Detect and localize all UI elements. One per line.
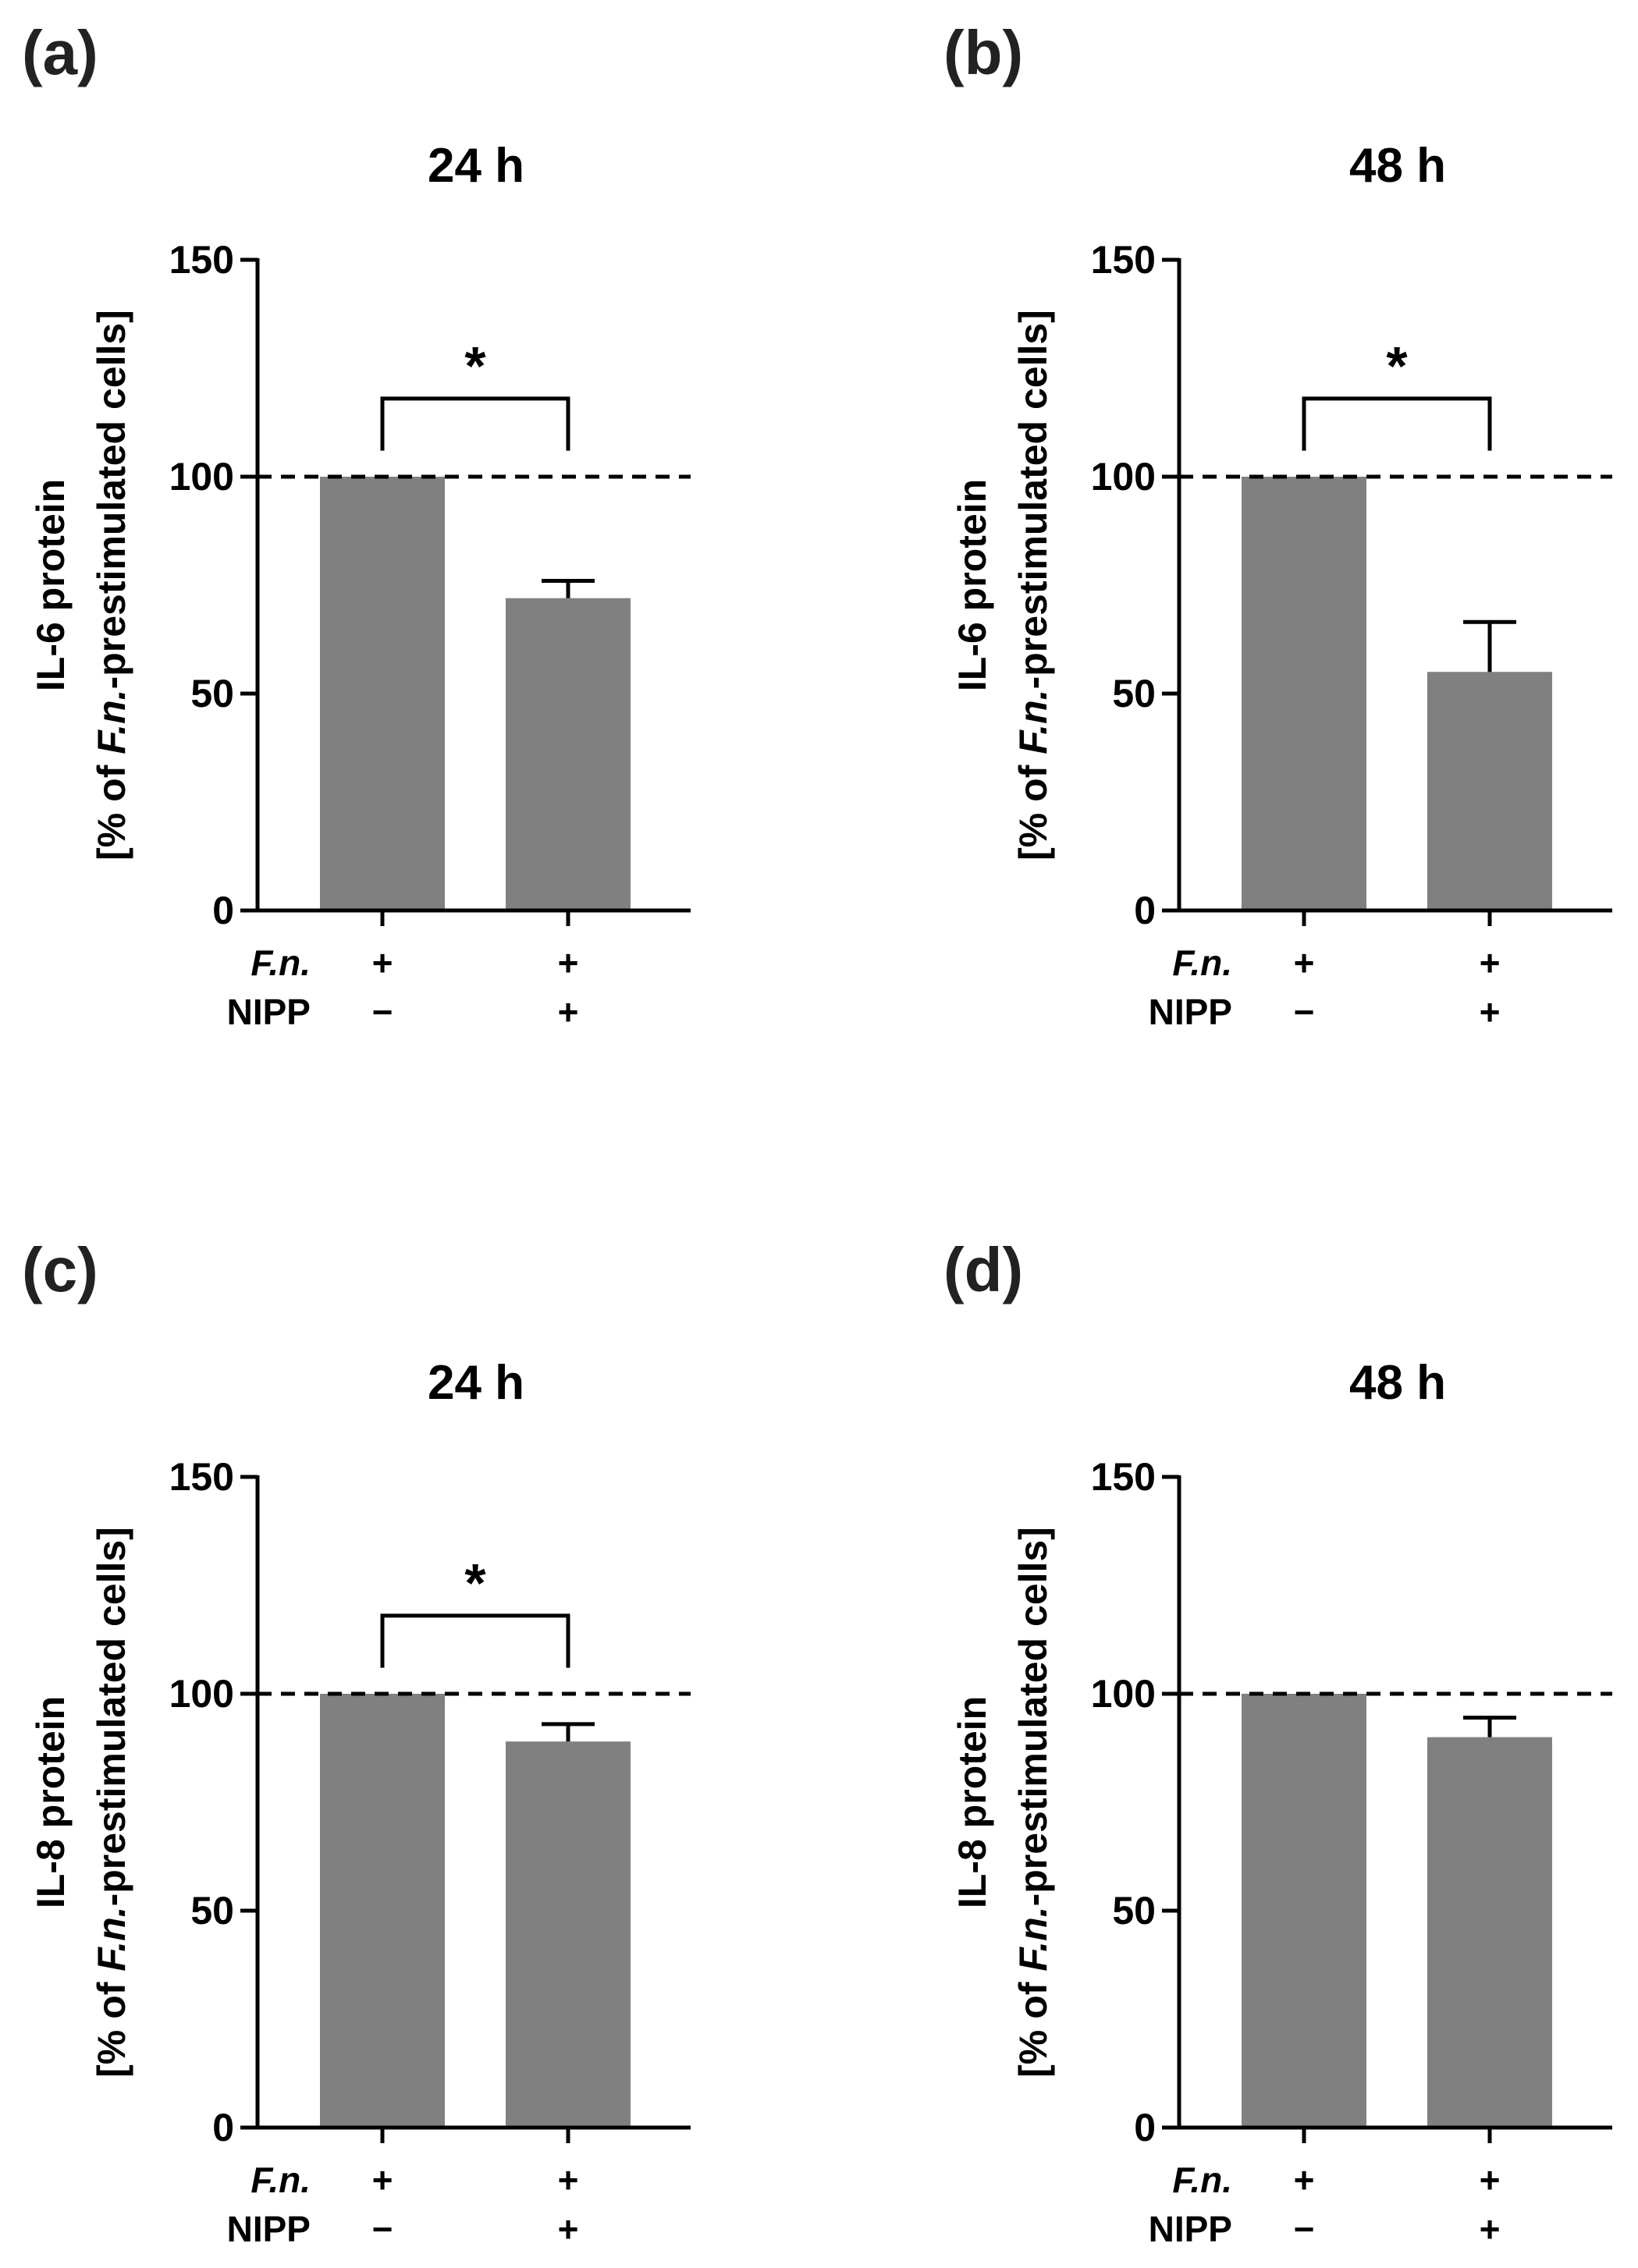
panel-letter: (a) — [22, 18, 98, 87]
y-tick-label: 150 — [1091, 238, 1156, 282]
fn-sign-1: + — [372, 2160, 393, 2200]
y-label-prefix: [% of — [90, 1972, 133, 2078]
fn-sign-1: + — [1294, 942, 1315, 983]
y-tick-label: 150 — [169, 238, 234, 282]
significance-star: * — [464, 335, 486, 396]
panel-a: (a)24 hIL-6 protein[% of F.n.-prestimula… — [22, 18, 691, 1032]
fn-sign-1: + — [1294, 2160, 1315, 2200]
panel-letter: (c) — [22, 1235, 98, 1304]
fn-sign-2: + — [1480, 2160, 1501, 2200]
significance-bracket — [1302, 396, 1492, 451]
y-label-prefix: [% of — [90, 754, 133, 861]
y-tick-label: 50 — [190, 672, 234, 715]
row-label-nipp: NIPP — [227, 992, 311, 1032]
fn-sign-2: + — [558, 942, 579, 983]
chart-title: 24 h — [428, 1356, 524, 1410]
bar-1 — [1242, 477, 1366, 910]
panel-letter: (d) — [943, 1235, 1023, 1304]
y-label-suffix: -prestimulated cells] — [90, 310, 133, 689]
bar-1 — [1242, 1694, 1366, 2128]
bar-2 — [1427, 672, 1552, 910]
y-tick-label: 0 — [1134, 2106, 1156, 2149]
significance-bracket — [380, 1613, 570, 1668]
fn-sign-2: + — [558, 2160, 579, 2200]
y-axis-label-units: [% of F.n.-prestimulated cells] — [90, 1527, 133, 2078]
y-tick-label: 150 — [169, 1455, 234, 1499]
panel-letter: (b) — [943, 18, 1023, 87]
y-label-suffix: -prestimulated cells] — [1011, 1527, 1055, 1906]
y-tick-label: 50 — [190, 1889, 234, 1933]
y-label-italic: F.n. — [1011, 1906, 1055, 1971]
row-label-nipp: NIPP — [1149, 992, 1232, 1032]
y-label-prefix: [% of — [1011, 754, 1055, 861]
y-axis-label-units: [% of F.n.-prestimulated cells] — [1011, 310, 1055, 861]
y-tick-label: 0 — [212, 889, 234, 932]
y-tick-label: 0 — [212, 2106, 234, 2149]
nipp-sign-2: + — [1480, 992, 1501, 1032]
significance-bracket — [380, 396, 570, 451]
fn-sign-2: + — [1480, 942, 1501, 983]
y-label-suffix: -prestimulated cells] — [90, 1527, 133, 1906]
row-label-fn: F.n. — [250, 2160, 311, 2200]
row-label-fn: F.n. — [1172, 2160, 1232, 2200]
y-axis-label: IL-8 protein — [950, 1696, 994, 1908]
y-tick-label: 0 — [1134, 889, 1156, 932]
bar-2 — [506, 598, 631, 910]
y-axis-label-units: [% of F.n.-prestimulated cells] — [90, 310, 133, 861]
y-tick-label: 100 — [1091, 455, 1156, 499]
fn-sign-1: + — [372, 942, 393, 983]
y-axis-label: IL-6 protein — [29, 479, 73, 691]
row-label-nipp: NIPP — [227, 2209, 311, 2249]
y-axis-label: IL-8 protein — [29, 1696, 73, 1908]
nipp-sign-1: − — [372, 992, 393, 1032]
y-tick-label: 100 — [1091, 1672, 1156, 1716]
y-tick-label: 100 — [169, 1672, 234, 1716]
y-label-italic: F.n. — [1011, 689, 1055, 754]
bar-1 — [320, 477, 445, 910]
y-axis-label: IL-6 protein — [950, 479, 994, 691]
y-label-italic: F.n. — [90, 689, 133, 754]
nipp-sign-2: + — [558, 992, 579, 1032]
bar-2 — [506, 1741, 631, 2128]
nipp-sign-1: − — [1294, 992, 1315, 1032]
y-axis-label-units: [% of F.n.-prestimulated cells] — [1011, 1527, 1055, 2078]
row-label-fn: F.n. — [1172, 942, 1232, 983]
row-label-nipp: NIPP — [1149, 2209, 1232, 2249]
nipp-sign-1: − — [1294, 2209, 1315, 2249]
significance-star: * — [1386, 335, 1408, 396]
y-label-suffix: -prestimulated cells] — [1011, 310, 1055, 689]
y-tick-label: 50 — [1112, 1889, 1156, 1933]
chart-title: 48 h — [1349, 1356, 1446, 1410]
y-tick-label: 100 — [169, 455, 234, 499]
nipp-sign-2: + — [1480, 2209, 1501, 2249]
y-tick-label: 150 — [1091, 1455, 1156, 1499]
panel-c: (c)24 hIL-8 protein[% of F.n.-prestimula… — [22, 1235, 691, 2249]
y-label-prefix: [% of — [1011, 1972, 1055, 2078]
row-label-fn: F.n. — [250, 942, 311, 983]
chart-title: 48 h — [1349, 139, 1446, 193]
bar-1 — [320, 1694, 445, 2128]
bar-2 — [1427, 1737, 1552, 2128]
significance-star: * — [464, 1553, 486, 1613]
panel-b: (b)48 hIL-6 protein[% of F.n.-prestimula… — [943, 18, 1612, 1032]
panel-d: (d)48 hIL-8 protein[% of F.n.-prestimula… — [943, 1235, 1612, 2249]
y-tick-label: 50 — [1112, 672, 1156, 715]
nipp-sign-1: − — [372, 2209, 393, 2249]
chart-title: 24 h — [428, 139, 524, 193]
y-label-italic: F.n. — [90, 1906, 133, 1971]
nipp-sign-2: + — [558, 2209, 579, 2249]
